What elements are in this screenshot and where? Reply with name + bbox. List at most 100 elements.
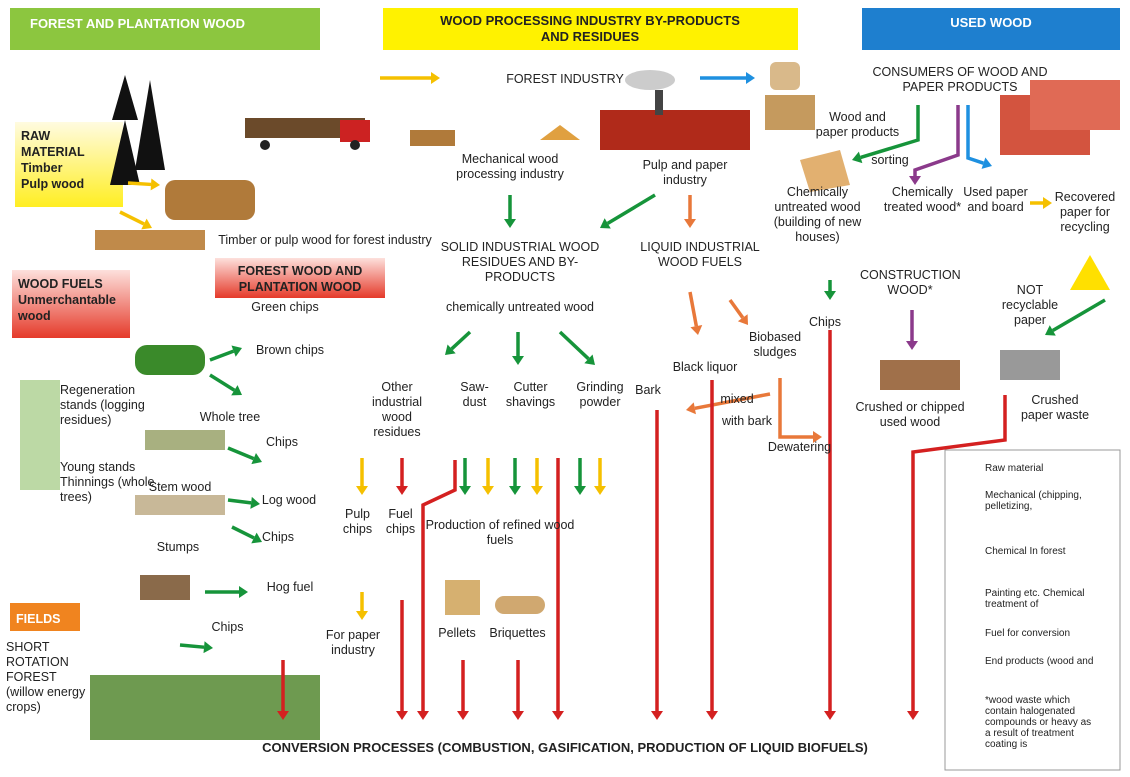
arrow-head — [824, 711, 836, 720]
arrow-line — [421, 460, 457, 711]
label: Cutter shavings — [505, 380, 556, 409]
label: SHORT ROTATION FOREST (willow energy cro… — [6, 640, 86, 714]
footer: CONVERSION PROCESSES (COMBUSTION, GASIFI… — [262, 740, 868, 755]
label: NOT recyclable paper — [1001, 283, 1059, 327]
label: For paper industry — [325, 628, 381, 657]
label: Chemically untreated wood (building of n… — [773, 185, 862, 244]
arrow-head — [907, 711, 919, 720]
label: Pulp and paper industry — [642, 158, 728, 187]
arrow-head — [552, 711, 564, 720]
header: FOREST AND PLANTATION WOOD — [30, 16, 245, 31]
arrow-head — [356, 611, 368, 620]
label: Whole tree — [199, 410, 261, 424]
label: Pellets — [438, 626, 476, 640]
label: Stem wood — [148, 480, 212, 494]
arrow-head — [239, 586, 248, 598]
arrow-head — [396, 711, 408, 720]
legend-item: Chemical In forest — [985, 546, 1066, 557]
label: with bark — [721, 414, 773, 428]
arrow-head — [1045, 325, 1056, 336]
legend-item: End products (wood and — [985, 656, 1094, 667]
arrow-line — [231, 525, 255, 540]
arrow-line — [227, 498, 252, 505]
header: WOOD PROCESSING INDUSTRY BY-PRODUCTS AND… — [440, 13, 740, 44]
label: Grinding powder — [576, 380, 624, 409]
arrow-line — [606, 193, 656, 225]
arrow-head — [445, 344, 456, 355]
legend-item: Raw material — [985, 463, 1044, 474]
label: Green chips — [251, 300, 319, 314]
label: Production of refined wood fuels — [425, 518, 575, 547]
box-title: RAW MATERIAL — [21, 129, 85, 159]
arrow-head — [231, 385, 242, 396]
raw-material-box: RAW MATERIAL Timber Pulp wood — [15, 124, 123, 196]
arrow-head — [906, 341, 918, 350]
arrow-head — [651, 711, 663, 720]
label: sorting — [871, 153, 909, 167]
box-item: Timber — [21, 161, 63, 175]
arrow-head — [686, 402, 696, 415]
label: Biobased sludges — [748, 330, 802, 359]
arrow-head — [457, 711, 469, 720]
arrow-line — [558, 330, 590, 361]
box-item: Pulp wood — [21, 177, 85, 191]
arrow-head — [231, 345, 242, 357]
label: Regeneration stands (logging residues) — [60, 383, 145, 427]
arrow-head — [251, 453, 262, 465]
arrow-line — [913, 105, 960, 176]
arrow-line — [688, 291, 699, 327]
arrow-line — [911, 395, 1007, 711]
label: Timber or pulp wood for forest industry — [218, 233, 432, 247]
arrow-head — [431, 72, 440, 84]
label: CONSUMERS OF WOOD AND PAPER PRODUCTS — [872, 65, 1048, 94]
label: Crushed paper waste — [1020, 393, 1090, 422]
arrow-head — [600, 218, 611, 229]
legend-box — [944, 449, 1121, 771]
label: Dewatering — [767, 440, 832, 454]
arrow-head — [531, 486, 543, 495]
label: Recovered paper for recycling — [1054, 190, 1116, 234]
label: CONSTRUCTION WOOD* — [860, 268, 961, 297]
header-bg — [383, 8, 798, 50]
arrow-line — [450, 330, 472, 351]
arrow-head — [504, 219, 516, 228]
arrow-line — [227, 446, 255, 461]
legend-item: Mechanical (chipping, pelletizing, — [985, 490, 1082, 512]
arrow-head — [574, 486, 586, 495]
arrow-line — [209, 349, 235, 362]
label: Fuel chips — [385, 507, 416, 536]
label: Briquettes — [489, 626, 546, 640]
arrow-head — [141, 218, 152, 230]
arrow-head — [684, 219, 696, 228]
box-bg — [15, 122, 123, 207]
forest-wood-box: FOREST WOOD AND PLANTATION WOOD — [237, 264, 363, 294]
arrow-head — [852, 151, 863, 164]
label: SOLID INDUSTRIAL WOOD RESIDUES AND BY-PR… — [440, 240, 600, 284]
label: Bark — [635, 383, 661, 397]
arrow-head — [737, 314, 748, 325]
label: FOREST INDUSTRY — [506, 72, 624, 86]
arrow-head — [482, 486, 494, 495]
label: mixed — [720, 392, 754, 406]
label: Stumps — [156, 540, 200, 554]
arrow-head — [594, 486, 606, 495]
arrow-line — [860, 105, 920, 160]
label: Log wood — [261, 493, 317, 507]
arrow-head — [981, 157, 992, 169]
arrow-head — [251, 532, 262, 544]
label: Chips — [809, 315, 841, 329]
arrow-head — [512, 711, 524, 720]
legend-note: *wood waste which contain halogenated co… — [985, 695, 1092, 750]
arrow-head — [824, 291, 836, 300]
arrow-line — [179, 643, 205, 649]
label: Brown chips — [255, 343, 325, 357]
arrow-head — [706, 711, 718, 720]
arrow-line — [209, 373, 236, 392]
box-bg — [12, 270, 130, 338]
arrow-head — [150, 178, 160, 191]
box-title: WOOD FUELS — [18, 277, 103, 291]
label: Used paper and board — [963, 185, 1028, 214]
arrow-head — [509, 486, 521, 495]
arrow-head — [250, 496, 260, 509]
